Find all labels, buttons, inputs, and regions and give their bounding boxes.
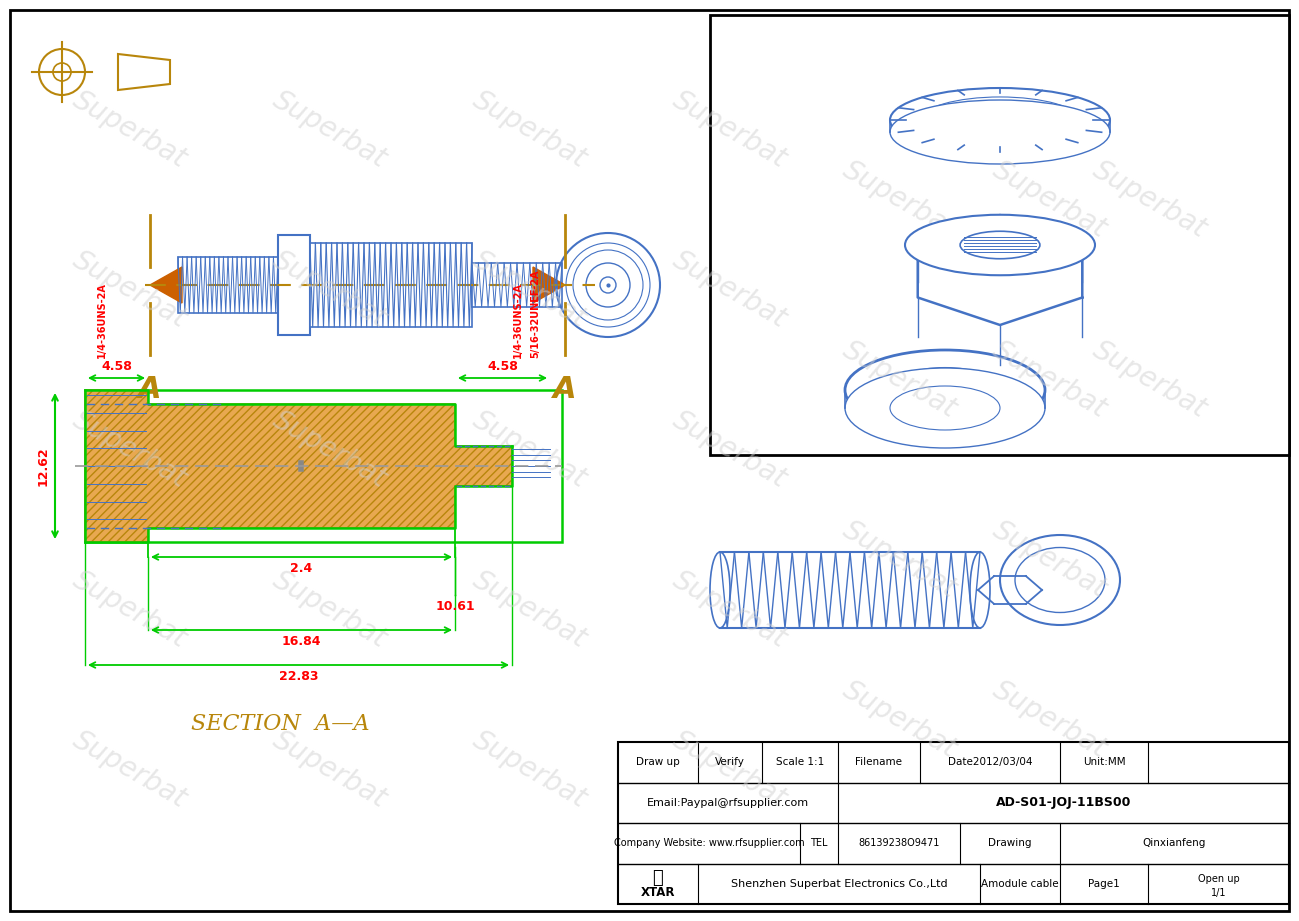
Ellipse shape	[970, 552, 990, 628]
Text: Superbat: Superbat	[68, 726, 192, 814]
Text: Superbat: Superbat	[468, 87, 592, 174]
Bar	[278, 235, 310, 335]
Ellipse shape	[846, 350, 1044, 430]
Ellipse shape	[890, 368, 1000, 412]
Text: Superbat: Superbat	[838, 676, 963, 764]
Text: 22.83: 22.83	[279, 670, 318, 683]
Text: Ⓚ: Ⓚ	[652, 869, 664, 887]
Ellipse shape	[711, 552, 730, 628]
Text: AD-S01-JOJ-11BS00: AD-S01-JOJ-11BS00	[996, 797, 1131, 810]
Ellipse shape	[1000, 535, 1120, 625]
Bar	[472, 263, 562, 307]
Ellipse shape	[905, 215, 1095, 275]
Polygon shape	[84, 390, 512, 542]
Ellipse shape	[1015, 547, 1105, 612]
Text: 4.58: 4.58	[487, 360, 518, 373]
Text: Superbat: Superbat	[668, 726, 792, 814]
Text: 2.4: 2.4	[291, 562, 313, 575]
Text: Superbat: Superbat	[468, 726, 592, 814]
Ellipse shape	[960, 231, 1040, 259]
Text: 10.61: 10.61	[435, 600, 475, 613]
Ellipse shape	[890, 386, 1000, 430]
Bar	[711, 15, 1289, 455]
Text: Superbat: Superbat	[1089, 157, 1212, 244]
Ellipse shape	[890, 88, 1111, 152]
Text: Draw up: Draw up	[637, 757, 679, 767]
Text: 5/16-32UNEF-2A: 5/16-32UNEF-2A	[530, 270, 540, 358]
Text: 1/4-36UNS-2A: 1/4-36UNS-2A	[513, 282, 522, 358]
Text: Unit:MM: Unit:MM	[1082, 757, 1125, 767]
Text: Superbat: Superbat	[668, 566, 792, 654]
Text: Superbat: Superbat	[668, 87, 792, 174]
Text: Shenzhen Superbat Electronics Co.,Ltd: Shenzhen Superbat Electronics Co.,Ltd	[730, 879, 947, 889]
Text: Superbat: Superbat	[989, 157, 1112, 244]
Text: SECTION  A—A: SECTION A—A	[191, 713, 369, 735]
Polygon shape	[533, 267, 565, 303]
Text: XTAR: XTAR	[640, 886, 675, 899]
Text: Page1: Page1	[1089, 879, 1120, 889]
Text: Superbat: Superbat	[668, 406, 792, 494]
Text: Superbat: Superbat	[268, 406, 392, 494]
Text: Superbat: Superbat	[468, 566, 592, 654]
Text: Superbat: Superbat	[268, 87, 392, 174]
Bar	[84, 390, 562, 542]
Text: 16.84: 16.84	[282, 635, 321, 648]
Text: Superbat: Superbat	[268, 726, 392, 814]
Text: Scale 1:1: Scale 1:1	[776, 757, 824, 767]
Polygon shape	[149, 267, 182, 303]
Text: Superbat: Superbat	[989, 336, 1112, 424]
Ellipse shape	[921, 97, 1079, 143]
Text: Superbat: Superbat	[268, 566, 392, 654]
Text: Superbat: Superbat	[1089, 336, 1212, 424]
Text: Superbat: Superbat	[989, 516, 1112, 604]
Text: Company Website: www.rfsupplier.com: Company Website: www.rfsupplier.com	[613, 838, 804, 848]
Text: Superbat: Superbat	[838, 157, 963, 244]
Text: 12.62: 12.62	[36, 446, 49, 485]
Text: Superbat: Superbat	[668, 246, 792, 333]
Text: Superbat: Superbat	[468, 246, 592, 333]
Text: Superbat: Superbat	[989, 676, 1112, 764]
Text: Superbat: Superbat	[268, 246, 392, 333]
Text: 4.58: 4.58	[101, 360, 132, 373]
Text: 1/1: 1/1	[1211, 888, 1226, 898]
Text: Superbat: Superbat	[68, 566, 192, 654]
Text: Date2012/03/04: Date2012/03/04	[948, 757, 1033, 767]
Text: Superbat: Superbat	[838, 516, 963, 604]
Ellipse shape	[846, 368, 1044, 448]
Text: 1/4-36UNS-2A: 1/4-36UNS-2A	[96, 282, 107, 358]
Text: Email:Paypal@rfsupplier.com: Email:Paypal@rfsupplier.com	[647, 798, 809, 808]
Bar	[310, 243, 472, 327]
Text: Superbat: Superbat	[468, 406, 592, 494]
Text: Qinxianfeng: Qinxianfeng	[1143, 838, 1207, 848]
Text: TEL: TEL	[811, 838, 827, 848]
Text: Superbat: Superbat	[68, 406, 192, 494]
Bar	[618, 742, 1289, 904]
Text: Verify: Verify	[714, 757, 744, 767]
Bar	[178, 257, 278, 313]
Text: Superbat: Superbat	[68, 87, 192, 174]
Text: Drawing: Drawing	[989, 838, 1031, 848]
Text: 86139238O9471: 86139238O9471	[859, 838, 939, 848]
Ellipse shape	[890, 100, 1111, 164]
Text: Amodule cable: Amodule cable	[981, 879, 1059, 889]
Ellipse shape	[951, 106, 1050, 134]
Text: A: A	[553, 375, 577, 404]
Text: Superbat: Superbat	[68, 246, 192, 333]
Text: Filename: Filename	[856, 757, 903, 767]
Text: Open up: Open up	[1198, 874, 1239, 884]
Text: A: A	[138, 375, 162, 404]
Text: Superbat: Superbat	[838, 336, 963, 424]
